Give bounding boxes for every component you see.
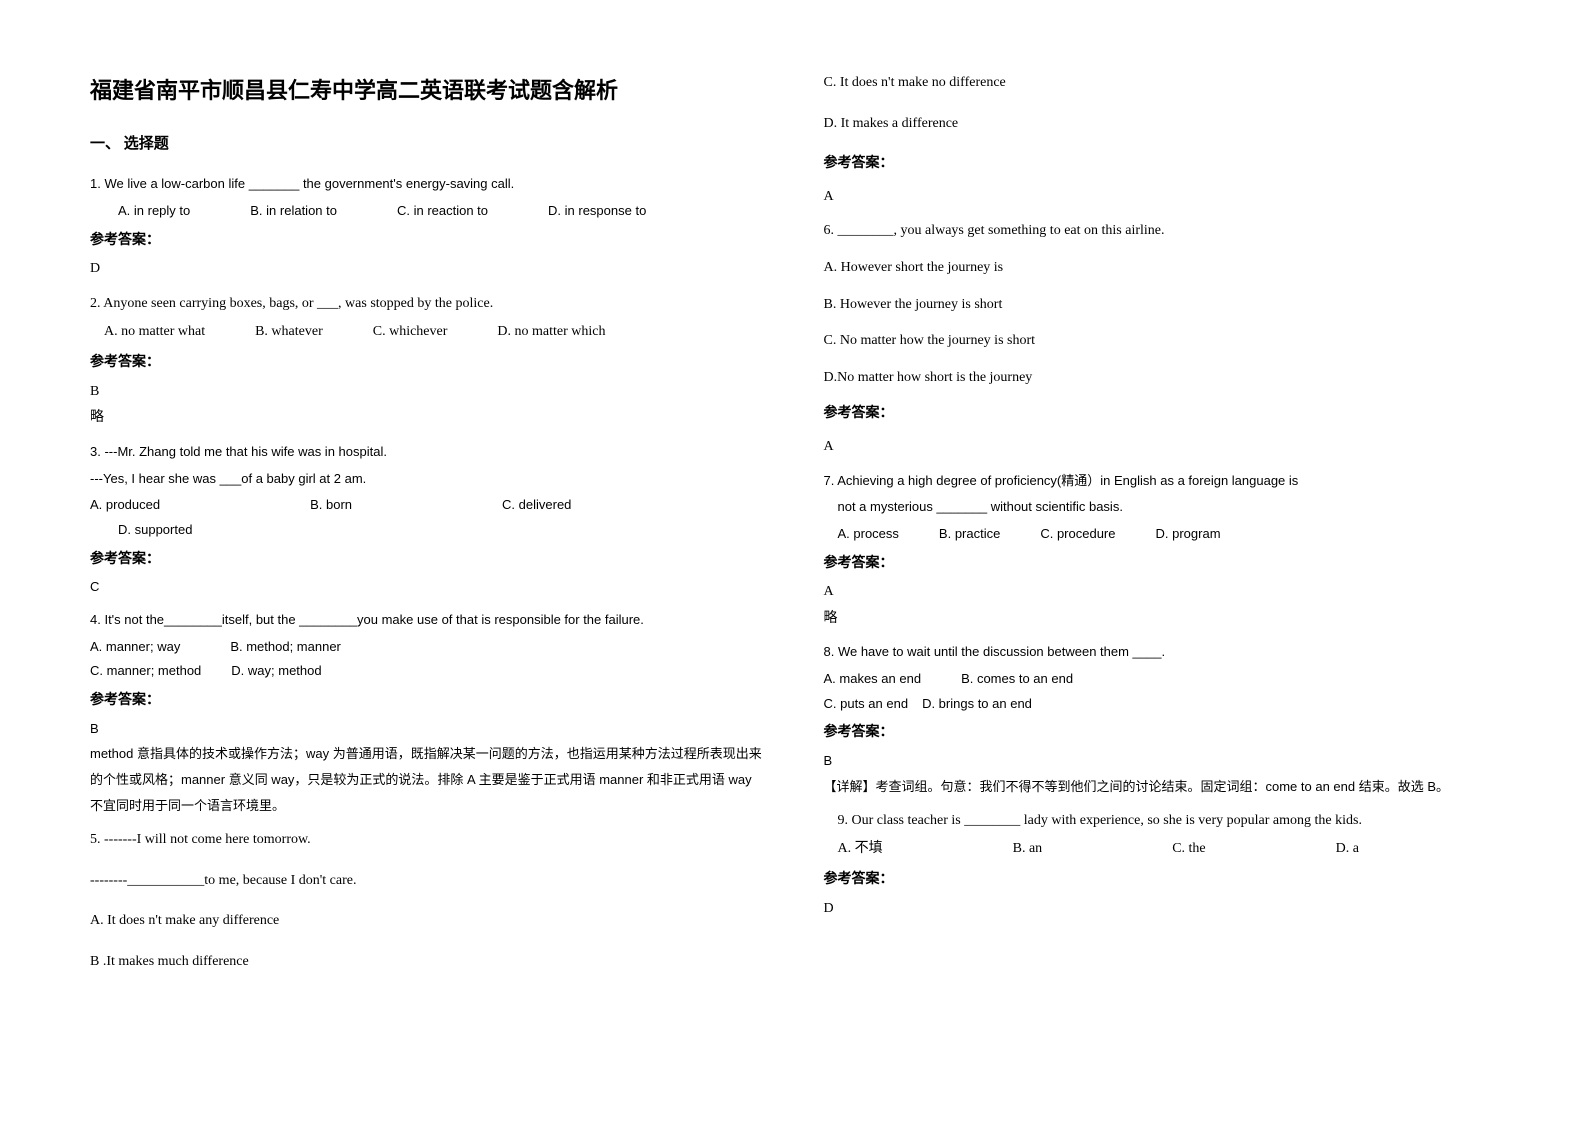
q8-opt-c: C. puts an end xyxy=(824,692,909,717)
answer-label: 参考答案： xyxy=(824,867,1498,894)
q3-opt-c: C. delivered xyxy=(502,493,571,518)
q3-answer: C xyxy=(90,575,764,600)
q9-stem: 9. Our class teacher is ________ lady wi… xyxy=(824,808,1498,835)
q6-opt-b: B. However the journey is short xyxy=(824,292,1498,319)
q1-answer: D xyxy=(90,256,764,283)
q5-opt-d: D. It makes a difference xyxy=(824,111,1498,138)
q7-stem1: 7. Achieving a high degree of proficienc… xyxy=(824,469,1498,494)
q8-stem: 8. We have to wait until the discussion … xyxy=(824,640,1498,665)
q9-opt-b: B. an xyxy=(1013,836,1043,863)
q4-opt-d: D. way; method xyxy=(231,659,321,684)
q8-explanation: 【详解】考查词组。句意：我们不得不等到他们之间的讨论结束。固定词组：come t… xyxy=(824,774,1498,800)
q3-stem1: 3. ---Mr. Zhang told me that his wife wa… xyxy=(90,440,764,465)
question-7: 7. Achieving a high degree of proficienc… xyxy=(824,469,1498,547)
answer-label: 参考答案： xyxy=(90,228,764,255)
q7-opt-c: C. procedure xyxy=(1040,522,1115,547)
question-2: 2. Anyone seen carrying boxes, bags, or … xyxy=(90,291,764,346)
q3-stem2: ---Yes, I hear she was ___of a baby girl… xyxy=(90,467,764,492)
q4-opt-a: A. manner; way xyxy=(90,635,180,660)
q7-opt-d: D. program xyxy=(1156,522,1221,547)
right-column: C. It does n't make no difference D. It … xyxy=(824,70,1498,1052)
q2-answer: B xyxy=(90,379,764,406)
q2-opt-b: B. whatever xyxy=(255,319,323,346)
q4-stem: 4. It's not the________itself, but the _… xyxy=(90,608,764,633)
q8-opt-d: D. brings to an end xyxy=(922,692,1032,717)
q7-stem2: not a mysterious _______ without scienti… xyxy=(824,495,1498,520)
q2-opt-a: A. no matter what xyxy=(104,319,205,346)
q5-opt-c: C. It does n't make no difference xyxy=(824,70,1498,97)
q4-explanation: method 意指具体的技术或操作方法；way 为普通用语，既指解决某一问题的方… xyxy=(90,741,764,819)
question-3: 3. ---Mr. Zhang told me that his wife wa… xyxy=(90,440,764,543)
q2-explanation: 略 xyxy=(90,405,764,432)
q1-stem: 1. We live a low-carbon life _______ the… xyxy=(90,172,764,197)
q1-opt-c: C. in reaction to xyxy=(397,199,488,224)
q5-stem2: --------___________to me, because I don'… xyxy=(90,868,764,895)
answer-label: 参考答案： xyxy=(824,401,1498,428)
q3-opt-d: D. supported xyxy=(90,518,764,543)
answer-label: 参考答案： xyxy=(90,547,764,574)
question-4: 4. It's not the________itself, but the _… xyxy=(90,608,764,684)
question-8: 8. We have to wait until the discussion … xyxy=(824,640,1498,716)
q1-opt-d: D. in response to xyxy=(548,199,646,224)
question-1: 1. We live a low-carbon life _______ the… xyxy=(90,172,764,223)
q7-opt-a: A. process xyxy=(838,522,899,547)
q4-opt-b: B. method; manner xyxy=(230,635,341,660)
q1-opt-a: A. in reply to xyxy=(118,199,190,224)
q4-answer: B xyxy=(90,717,764,742)
q8-answer: B xyxy=(824,749,1498,774)
q9-opt-c: C. the xyxy=(1172,836,1205,863)
answer-label: 参考答案： xyxy=(90,350,764,377)
q9-answer: D xyxy=(824,896,1498,923)
q1-opt-b: B. in relation to xyxy=(250,199,337,224)
q5-answer: A xyxy=(824,184,1498,211)
q8-opt-b: B. comes to an end xyxy=(961,667,1073,692)
q4-opt-c: C. manner; method xyxy=(90,659,201,684)
question-6: 6. ________, you always get something to… xyxy=(824,218,1498,391)
q2-opt-c: C. whichever xyxy=(373,319,448,346)
left-column: 福建省南平市顺昌县仁寿中学高二英语联考试题含解析 一、 选择题 1. We li… xyxy=(90,70,764,1052)
q6-opt-d: D.No matter how short is the journey xyxy=(824,365,1498,392)
q7-opt-b: B. practice xyxy=(939,522,1000,547)
q7-answer: A xyxy=(824,579,1498,606)
q2-opt-d: D. no matter which xyxy=(497,319,605,346)
q5-opt-a: A. It does n't make any difference xyxy=(90,908,764,935)
answer-label: 参考答案： xyxy=(824,151,1498,178)
q6-opt-c: C. No matter how the journey is short xyxy=(824,328,1498,355)
q8-opt-a: A. makes an end xyxy=(824,667,922,692)
q6-opt-a: A. However short the journey is xyxy=(824,255,1498,282)
question-9: 9. Our class teacher is ________ lady wi… xyxy=(824,808,1498,863)
answer-label: 参考答案： xyxy=(824,551,1498,578)
q9-opt-d: D. a xyxy=(1336,836,1359,863)
q5-stem1: 5. -------I will not come here tomorrow. xyxy=(90,827,764,854)
q5-opt-b: B .It makes much difference xyxy=(90,949,764,976)
q6-stem: 6. ________, you always get something to… xyxy=(824,218,1498,245)
q9-opt-a: A. 不填 xyxy=(838,836,883,863)
q6-answer: A xyxy=(824,434,1498,461)
q7-explanation: 略 xyxy=(824,606,1498,633)
section-heading: 一、 选择题 xyxy=(90,130,764,159)
q2-stem: 2. Anyone seen carrying boxes, bags, or … xyxy=(90,291,764,318)
q3-opt-a: A. produced xyxy=(90,493,160,518)
answer-label: 参考答案： xyxy=(90,688,764,715)
answer-label: 参考答案： xyxy=(824,720,1498,747)
q3-opt-b: B. born xyxy=(310,493,352,518)
question-5: 5. -------I will not come here tomorrow.… xyxy=(90,827,764,975)
page-title: 福建省南平市顺昌县仁寿中学高二英语联考试题含解析 xyxy=(90,70,764,112)
